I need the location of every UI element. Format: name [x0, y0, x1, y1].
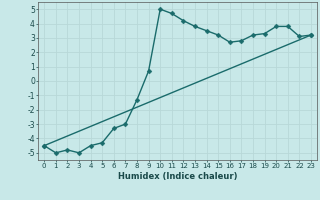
X-axis label: Humidex (Indice chaleur): Humidex (Indice chaleur) [118, 172, 237, 181]
